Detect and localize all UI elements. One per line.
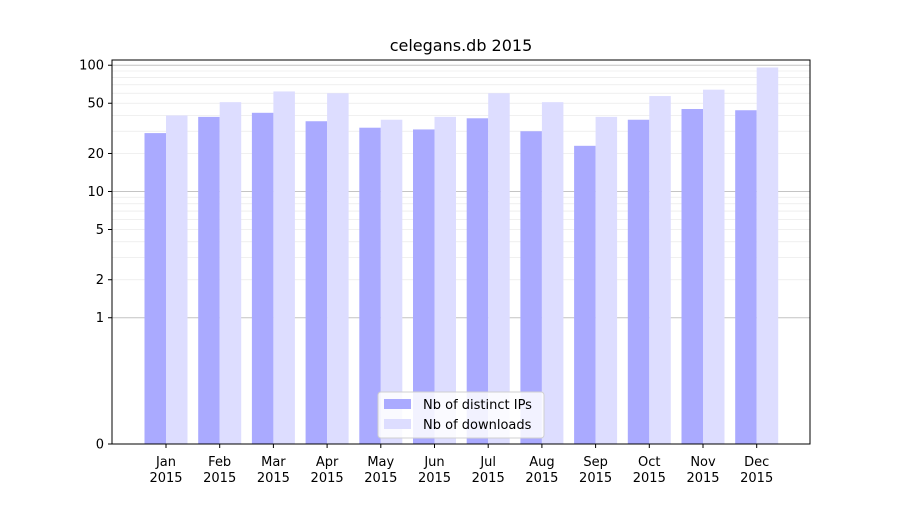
x-tick-label: Feb 2015	[203, 455, 236, 486]
y-tick-label: 50	[87, 97, 104, 112]
bar	[756, 67, 779, 445]
bar	[166, 115, 188, 445]
bar	[219, 102, 242, 445]
bar	[198, 116, 220, 445]
bar	[703, 89, 725, 444]
bar	[681, 109, 703, 444]
bar	[627, 119, 650, 445]
x-tick-label: Jan 2015	[149, 455, 182, 486]
bar	[595, 116, 618, 445]
bar	[144, 133, 166, 445]
y-tick-label: 10	[87, 185, 104, 200]
bar	[520, 131, 542, 444]
y-tick-label: 5	[96, 223, 104, 238]
x-tick-label: May 2015	[364, 455, 397, 486]
y-tick-label: 1	[96, 311, 104, 326]
x-tick-label: Oct 2015	[633, 455, 666, 486]
bar	[434, 116, 456, 445]
x-tick-label: Aug 2015	[525, 455, 558, 486]
y-tick-label: 0	[96, 438, 104, 453]
bar	[541, 102, 564, 445]
x-tick-label: Apr 2015	[311, 455, 344, 486]
legend-swatch	[384, 419, 411, 429]
bar	[735, 110, 757, 444]
bar	[359, 127, 381, 445]
bars	[144, 67, 779, 445]
x-tick-label: Jun 2015	[418, 455, 451, 486]
bar	[305, 121, 328, 444]
y-tick-label: 2	[96, 273, 104, 288]
y-axis: 0 1 2 5 10 20 50 100	[79, 59, 112, 453]
chart-title: celegans.db 2015	[390, 36, 533, 55]
legend: Nb of distinct IPs Nb of downloads	[377, 391, 545, 439]
x-tick-label: Dec 2015	[740, 455, 773, 486]
bar	[273, 91, 295, 444]
x-tick-label: Mar 2015	[257, 455, 290, 486]
legend-label: Nb of distinct IPs	[423, 398, 532, 413]
bar	[327, 93, 349, 444]
bar	[251, 112, 274, 444]
bar	[380, 119, 403, 445]
bar	[649, 96, 671, 445]
x-axis: Jan 2015 Feb 2015 Mar 2015 Apr 2015 May 2015 Jun 20…	[149, 444, 773, 486]
bar	[466, 118, 489, 445]
legend-label: Nb of downloads	[423, 418, 532, 433]
x-tick-label: Jul 2015	[472, 455, 505, 486]
x-tick-label: Sep 2015	[579, 455, 612, 486]
plot-frame	[111, 59, 811, 445]
bar	[413, 129, 435, 444]
y-tick-label: 100	[79, 59, 104, 74]
legend-swatch	[384, 399, 411, 409]
bar	[488, 93, 510, 444]
x-tick-label: Nov 2015	[686, 455, 719, 486]
y-tick-label: 20	[87, 147, 104, 162]
bar	[574, 145, 596, 444]
legend-box	[377, 391, 545, 439]
